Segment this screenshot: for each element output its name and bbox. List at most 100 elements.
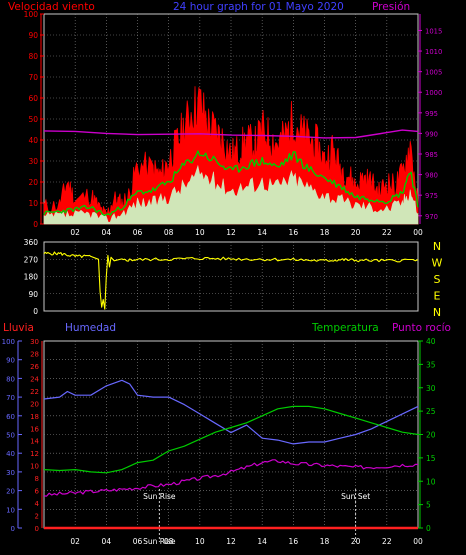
time-tick-label: 12 — [226, 537, 236, 546]
temperature-tick-label: 5 — [426, 501, 431, 510]
direction-tick-label: 0 — [33, 307, 38, 316]
temperature-axis: 0 5 10 15 20 25 30 35 40 — [418, 337, 436, 533]
rain-tick-label: 14 — [30, 438, 39, 446]
compass-label: S — [434, 273, 441, 286]
compass-label: W — [432, 257, 443, 270]
pressure-tick-label: 980 — [425, 172, 438, 180]
pressure-label: Presión — [372, 1, 410, 13]
temperature-tick-label: 25 — [426, 407, 436, 416]
rain-tick-label: 22 — [30, 388, 39, 396]
sun-set-label: Sun Set — [341, 492, 370, 501]
pressure-tick-label: 985 — [425, 151, 438, 159]
humidity-tick-label: 40 — [6, 450, 15, 458]
time-tick-label: 06 — [133, 228, 143, 237]
temperature-tick-label: 35 — [426, 360, 436, 369]
rain-tick-label: 18 — [30, 413, 39, 421]
time-tick-label: 14 — [257, 537, 267, 546]
temperature-tick-label: 40 — [426, 337, 436, 346]
wind-speed-tick-label: 60 — [28, 94, 38, 103]
wind-speed-tick-label: 0 — [33, 220, 38, 229]
wind-speed-axis: 0 10 20 30 40 50 60 70 80 90 100 — [24, 10, 44, 229]
compass-label: N — [433, 306, 441, 319]
pressure-tick-label: 970 — [425, 213, 438, 221]
time-axis-top: 02 04 06 08 10 12 14 16 18 20 22 00 — [70, 228, 423, 237]
rain-tick-label: 2 — [35, 513, 39, 521]
rain-label: Lluvia — [3, 322, 34, 334]
sun-rise-axis-label: Sun Rise — [143, 537, 176, 546]
time-tick-label: 10 — [195, 228, 205, 237]
humidity-label: Humedad — [65, 322, 116, 334]
pressure-tick-label: 975 — [425, 192, 438, 200]
rain-tick-label: 24 — [30, 375, 39, 383]
wind-speed-tick-label: 90 — [28, 31, 38, 40]
time-tick-label: 04 — [102, 228, 112, 237]
humidity-tick-label: 0 — [11, 525, 15, 533]
wind-speed-label: Velocidad viento — [8, 1, 95, 13]
humidity-tick-label: 80 — [6, 375, 15, 383]
humidity-tick-label: 70 — [6, 394, 15, 402]
pressure-tick-label: 990 — [425, 130, 438, 138]
rain-humidity-temp-series — [43, 379, 419, 530]
time-tick-label: 04 — [102, 537, 112, 546]
wind-direction-grid — [44, 242, 418, 311]
temperature-tick-label: 0 — [426, 524, 431, 533]
time-tick-label: 18 — [320, 228, 330, 237]
pressure-tick-label: 1000 — [425, 89, 442, 97]
rain-tick-label: 26 — [30, 363, 39, 371]
wind-speed-tick-label: 100 — [24, 10, 39, 19]
direction-tick-label: 360 — [24, 238, 39, 247]
temperature-tick-label: 30 — [426, 384, 436, 393]
humidity-tick-label: 60 — [6, 413, 15, 421]
time-tick-label: 14 — [257, 228, 267, 237]
rain-tick-label: 4 — [35, 500, 40, 508]
rain-tick-label: 6 — [35, 488, 40, 496]
wind-speed-tick-label: 70 — [28, 73, 38, 82]
dew-point-line — [43, 459, 418, 497]
time-tick-label: 08 — [164, 537, 174, 546]
time-tick-label: 10 — [195, 537, 205, 546]
time-tick-label: 16 — [289, 228, 299, 237]
pressure-tick-label: 1015 — [425, 27, 442, 35]
wind-pressure-panel: 0 10 20 30 40 50 60 70 80 90 100 970 975 980 985 990 99… — [24, 10, 443, 237]
time-tick-label: 02 — [70, 537, 80, 546]
wind-speed-tick-label: 10 — [28, 199, 38, 208]
humidity-tick-label: 10 — [6, 506, 15, 514]
temperature-tick-label: 20 — [426, 431, 436, 440]
rain-tick-label: 12 — [30, 450, 39, 458]
humidity-tick-label: 100 — [2, 338, 15, 346]
direction-tick-label: 270 — [24, 255, 39, 264]
time-tick-label: 08 — [164, 228, 174, 237]
direction-tick-label: 180 — [24, 273, 39, 282]
dew-point-label: Punto rocío — [392, 322, 451, 334]
wind-speed-tick-label: 20 — [28, 178, 38, 187]
rain-tick-label: 10 — [30, 463, 39, 471]
humidity-tick-label: 90 — [6, 357, 15, 365]
time-tick-label: 16 — [289, 537, 299, 546]
wind-speed-tick-label: 40 — [28, 136, 38, 145]
wind-pressure-series — [43, 86, 419, 225]
direction-tick-label: 90 — [28, 290, 38, 299]
wind-average-line — [43, 150, 419, 217]
time-tick-label: 22 — [382, 537, 392, 546]
temperature-label: Temperatura — [311, 322, 379, 334]
rain-tick-label: 30 — [30, 338, 39, 346]
wind-direction-series — [43, 251, 419, 310]
pressure-line — [43, 129, 419, 139]
humidity-tick-label: 50 — [6, 432, 15, 440]
humidity-line — [43, 379, 419, 445]
temperature-tick-label: 10 — [426, 477, 436, 486]
compass-label: N — [433, 240, 441, 253]
sun-markers: Sun Rise Sun Set Sun Rise — [143, 489, 370, 546]
sun-rise-label: Sun Rise — [143, 492, 176, 501]
rain-tick-label: 20 — [30, 400, 39, 408]
time-tick-label: 00 — [413, 537, 423, 546]
wind-low-series — [43, 164, 419, 225]
wind-direction-line — [43, 251, 419, 310]
humidity-axis: 0 10 20 30 40 50 60 70 80 90 100 — [2, 338, 22, 533]
rain-tick-label: 28 — [30, 350, 39, 358]
